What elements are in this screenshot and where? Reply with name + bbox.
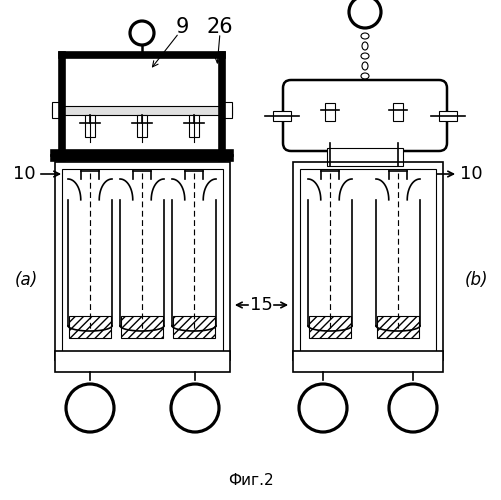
Text: (a): (a): [15, 271, 38, 289]
Bar: [137, 114, 147, 136]
Bar: [293, 162, 442, 360]
Bar: [326, 148, 402, 166]
Text: 15: 15: [249, 296, 272, 314]
Bar: [52, 102, 62, 118]
Bar: [62, 169, 222, 353]
Bar: [173, 316, 214, 338]
Bar: [69, 316, 111, 338]
Text: 26: 26: [206, 17, 233, 37]
Text: 9: 9: [175, 17, 188, 37]
Bar: [376, 316, 418, 338]
Bar: [300, 169, 435, 353]
Bar: [392, 103, 402, 121]
Bar: [309, 316, 350, 338]
Bar: [438, 110, 456, 120]
Text: (b): (b): [464, 271, 487, 289]
Bar: [55, 351, 229, 372]
Bar: [188, 114, 198, 136]
Bar: [221, 102, 231, 118]
Text: 10: 10: [459, 165, 481, 183]
Bar: [324, 103, 334, 121]
Bar: [273, 110, 291, 120]
Text: Фиг.2: Фиг.2: [228, 473, 273, 488]
Bar: [55, 162, 229, 360]
Bar: [85, 114, 95, 136]
Text: 10: 10: [14, 165, 36, 183]
Bar: [52, 106, 231, 114]
Bar: [293, 351, 442, 372]
Bar: [121, 316, 163, 338]
